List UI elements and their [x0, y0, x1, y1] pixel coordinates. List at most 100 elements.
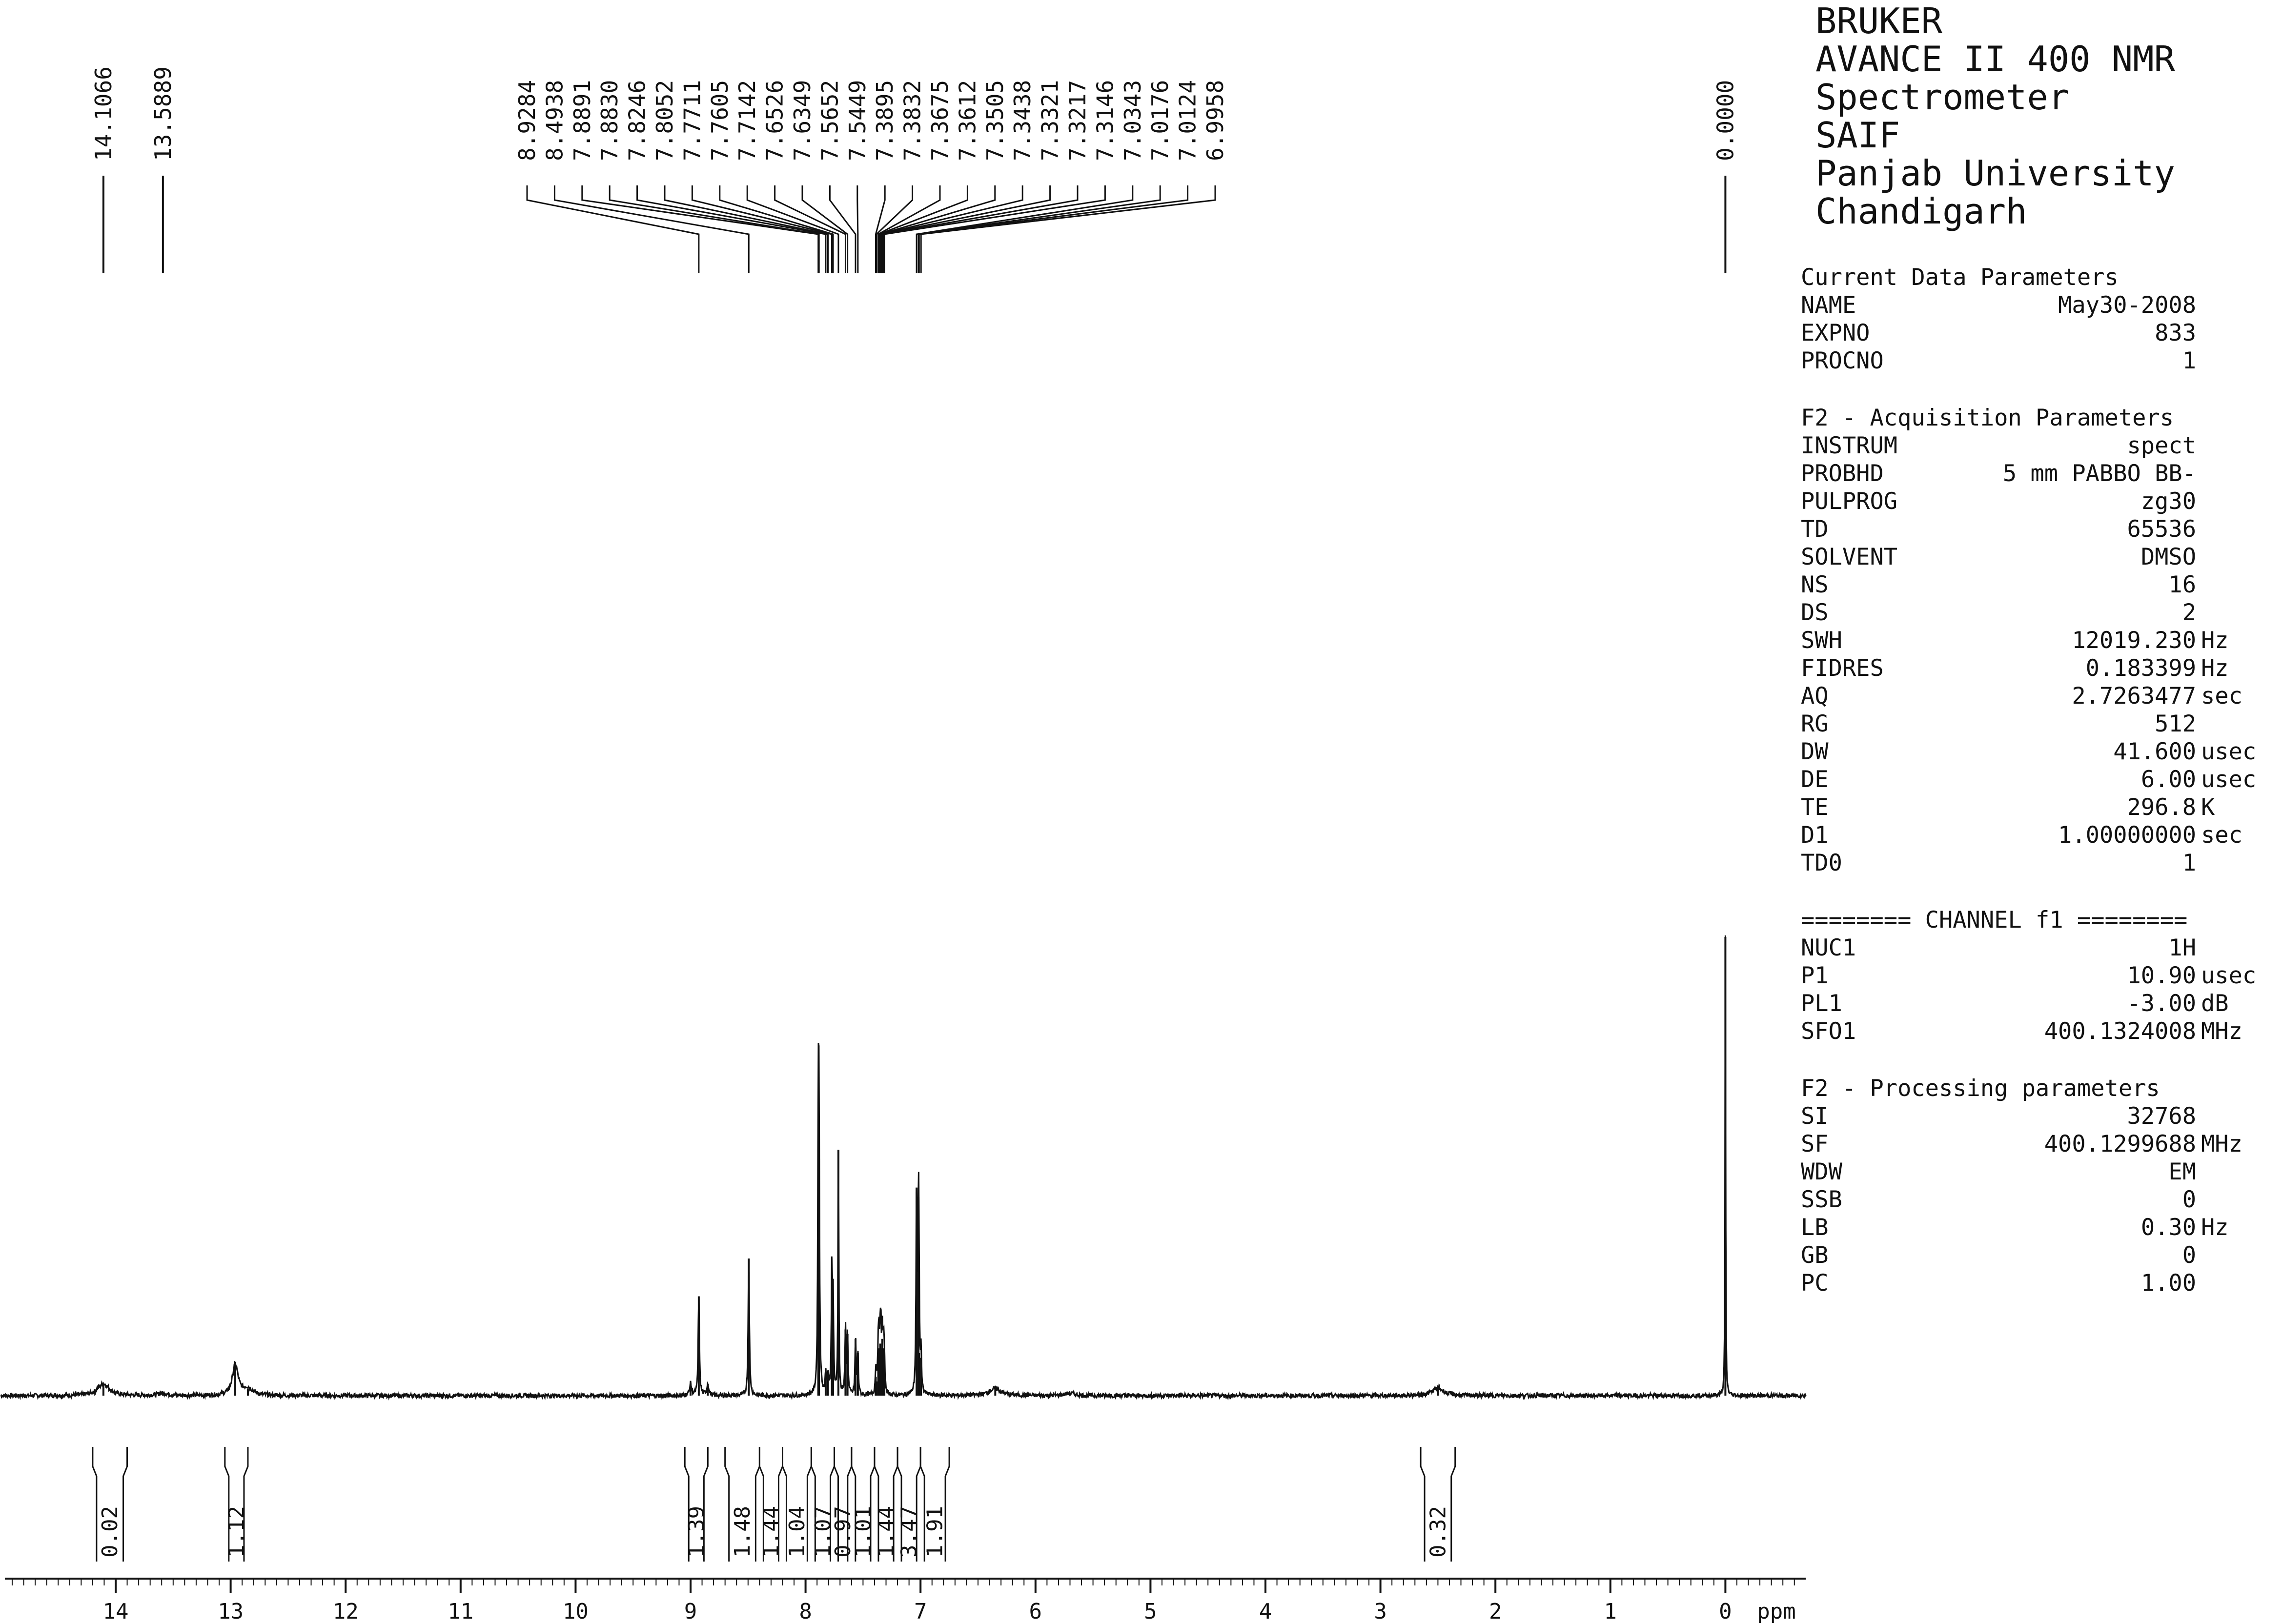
param-value: 5 mm PABBO BB- — [2002, 460, 2196, 487]
peak-leader — [856, 185, 859, 273]
integral-edge — [224, 1447, 230, 1562]
peak-label: 7.8891 — [569, 80, 595, 161]
integral-bracket: 3.47 — [897, 1447, 922, 1562]
param-row: TE 296.8 K — [1801, 793, 2269, 821]
peak-label: 7.0343 — [1120, 80, 1146, 161]
integral-bracket: 1.44 — [874, 1447, 899, 1562]
param-key: TD — [1801, 516, 1829, 543]
param-key: DW — [1801, 738, 1829, 765]
peak-leader — [691, 185, 833, 273]
peak-label: 7.8052 — [652, 80, 678, 161]
param-key: NS — [1801, 571, 1829, 598]
param-key: WDW — [1801, 1158, 1842, 1185]
param-key: SI — [1801, 1103, 1829, 1130]
integral-bracket: 1.48 — [724, 1447, 760, 1562]
param-row: SOLVENT DMSO — [1801, 543, 2269, 571]
param-key: PL1 — [1801, 990, 1842, 1017]
param-key: D1 — [1801, 822, 1829, 849]
param-value: 0.183399 — [2085, 655, 2196, 682]
integral-value: 1.44 — [759, 1506, 784, 1558]
peak-leader — [609, 185, 820, 273]
integral-value: 1.91 — [923, 1506, 948, 1558]
peak-label: 7.3321 — [1037, 80, 1063, 161]
param-unit: MHz — [2201, 1018, 2242, 1045]
param-value: 0 — [2182, 1242, 2196, 1269]
param-value: 1 — [2182, 347, 2196, 374]
param-row: DE 6.00 usec — [1801, 766, 2269, 793]
param-value: 1.00000000 — [2058, 822, 2196, 849]
integral-bracket: 1.04 — [781, 1447, 812, 1562]
param-value: 0 — [2182, 1186, 2196, 1213]
param-value: 12019.230 — [2072, 627, 2196, 654]
param-unit: sec — [2201, 683, 2242, 710]
peak-label: 7.3895 — [872, 80, 898, 161]
current-data-parameters: Current Data Parameters NAME May30-2008 EXP… — [1801, 264, 2269, 375]
peak-label: 7.6349 — [789, 80, 815, 161]
axis-tick-label: 8 — [799, 1599, 812, 1624]
param-row: GB 0 — [1801, 1241, 2269, 1269]
param-value: 32768 — [2127, 1103, 2196, 1130]
param-row: NUC1 1H — [1801, 934, 2269, 962]
param-key: TE — [1801, 794, 1829, 821]
peak-label: 7.3438 — [1009, 80, 1036, 161]
param-heading: ======== CHANNEL f1 ======== — [1801, 907, 2188, 934]
param-row: RG 512 — [1801, 710, 2269, 738]
peak-label: 7.5449 — [844, 80, 871, 161]
param-row: DS 2 — [1801, 599, 2269, 627]
peak-leader — [918, 185, 1189, 273]
integral-edge — [851, 1447, 856, 1562]
peak-label: 7.7605 — [707, 80, 733, 161]
param-row: INSTRUM spect — [1801, 432, 2269, 460]
param-row: SI 32768 — [1801, 1102, 2269, 1130]
param-unit: sec — [2201, 822, 2242, 849]
param-value: 0.30 — [2140, 1214, 2196, 1241]
integral-bracket: 1.07 — [810, 1447, 836, 1562]
peak-label: 7.8246 — [624, 80, 651, 161]
integral-bracket: 1.91 — [919, 1447, 950, 1562]
param-unit: usec — [2201, 766, 2257, 793]
axis-tick-label: 11 — [448, 1599, 473, 1624]
peak-leader — [664, 185, 829, 273]
integral-edge — [724, 1447, 730, 1562]
param-row: NS 16 — [1801, 571, 2269, 599]
axis-tick-label: 3 — [1374, 1599, 1387, 1624]
peak-leader — [920, 185, 1216, 273]
spectrometer-line: Panjab University — [1815, 153, 2175, 194]
peak-label: 7.7711 — [679, 80, 705, 161]
param-value: 10.90 — [2127, 962, 2196, 989]
param-value: 296.8 — [2127, 794, 2196, 821]
integral-edge — [1420, 1447, 1426, 1562]
axis-tick-label: 7 — [914, 1599, 927, 1624]
axis-unit-label: ppm — [1757, 1599, 1795, 1624]
integral-edge — [122, 1447, 128, 1562]
integral-value: 1.12 — [224, 1506, 249, 1558]
spectrometer-line: Chandigarh — [1815, 191, 2027, 232]
integral-value: 3.47 — [897, 1506, 922, 1558]
param-heading: F2 - Acquisition Parameters — [1801, 405, 2174, 431]
spectrometer-line: BRUKER — [1815, 0, 1943, 41]
param-value: EM — [2168, 1158, 2196, 1185]
param-key: PROCNO — [1801, 347, 1884, 374]
integral-value: 1.07 — [811, 1506, 836, 1558]
processing-parameters: F2 - Processing parameters SI 32768 SF 400.1… — [1801, 1075, 2269, 1297]
param-row: PL1 -3.00 dB — [1801, 990, 2269, 1017]
spectrometer-line: SAIF — [1815, 115, 1900, 156]
peak-leader — [916, 185, 1134, 273]
integral-edge — [874, 1447, 879, 1562]
integral-edge — [919, 1447, 925, 1562]
integral-value: 1.04 — [785, 1506, 810, 1558]
integral-edge — [834, 1447, 839, 1562]
integral-value: 0.32 — [1426, 1506, 1450, 1558]
peak-label: 8.9284 — [514, 80, 540, 161]
integral-value: 0.02 — [98, 1506, 122, 1558]
param-value: 6.00 — [2140, 766, 2196, 793]
param-key: NAME — [1801, 292, 1856, 319]
nmr-spectrum-chart: 14.1066 13.5889 8.9284 8.4938 7.8891 7.8830 7.… — [0, 66, 1807, 1624]
param-value: -3.00 — [2127, 990, 2196, 1017]
integral-edge — [944, 1447, 950, 1562]
peak-label: 7.0176 — [1147, 80, 1173, 161]
parameter-panel: Current Data Parameters NAME May30-2008 EXP… — [1801, 264, 2269, 1326]
param-key: AQ — [1801, 683, 1829, 710]
param-unit: MHz — [2201, 1131, 2242, 1157]
param-key: DS — [1801, 599, 1829, 626]
